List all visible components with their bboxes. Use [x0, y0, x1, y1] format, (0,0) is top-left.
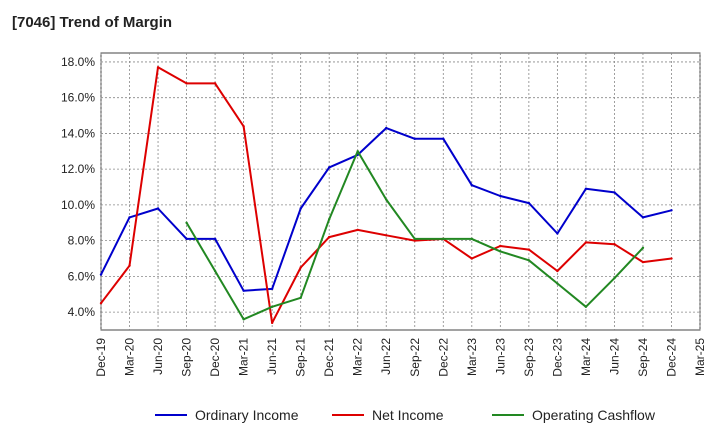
x-tick-label: Jun-20: [151, 338, 165, 375]
y-tick-label: 16.0%: [61, 91, 95, 105]
x-tick-label: Dec-20: [208, 338, 222, 377]
x-tick-label: Jun-24: [607, 338, 621, 375]
legend-item: Operating Cashflow: [492, 407, 656, 423]
series-operating-cashflow: [185, 150, 645, 321]
legend-label: Ordinary Income: [195, 407, 299, 423]
legend-label: Net Income: [372, 407, 444, 423]
axis-layer: Dec-19 Mar-20 Jun-20 Sep-20 Dec-20 Mar-21 Jun-…: [61, 55, 707, 377]
chart-title: [7046] Trend of Margin: [12, 14, 173, 31]
x-tick-label: Mar-24: [579, 338, 593, 376]
x-tick-label: Sep-20: [180, 338, 194, 377]
legend-label: Operating Cashflow: [532, 407, 656, 423]
legend: Ordinary Income Net Income Operating Cashf…: [155, 407, 656, 423]
x-tick-label: Dec-21: [322, 338, 336, 377]
x-tick-label: Sep-23: [522, 338, 536, 377]
x-tick-label: Mar-20: [123, 338, 137, 376]
y-tick-label: 6.0%: [68, 269, 96, 283]
legend-item: Ordinary Income: [155, 407, 299, 423]
x-tick-label: Sep-24: [636, 338, 650, 377]
x-tick-label: Sep-21: [294, 338, 308, 377]
x-tick-label: Dec-24: [664, 338, 678, 377]
y-tick-label: 14.0%: [61, 126, 95, 140]
x-tick-label: Sep-22: [408, 338, 422, 377]
x-tick-label: Mar-22: [351, 338, 365, 376]
x-tick-label: Dec-19: [94, 338, 108, 377]
plot-frame: [100, 52, 701, 331]
legend-item: Net Income: [332, 407, 444, 423]
y-tick-label: 18.0%: [61, 55, 95, 69]
series-layer: [99, 66, 673, 325]
x-tick-label: Jun-21: [265, 338, 279, 375]
x-tick-label: Dec-22: [436, 338, 450, 377]
x-tick-label: Jun-23: [493, 338, 507, 375]
y-tick-label: 8.0%: [68, 234, 96, 248]
y-tick-label: 4.0%: [68, 305, 96, 319]
series-line: [185, 150, 644, 321]
y-tick-label: 10.0%: [61, 198, 95, 212]
x-tick-label: Jun-22: [379, 338, 393, 375]
x-tick-label: Mar-21: [237, 338, 251, 376]
series-line: [100, 66, 672, 324]
x-tick-label: Dec-23: [550, 338, 564, 377]
x-tick-label: Mar-23: [465, 338, 479, 376]
y-tick-label: 12.0%: [61, 162, 95, 176]
x-tick-label: Mar-25: [693, 338, 707, 376]
grid-layer: [100, 52, 701, 331]
